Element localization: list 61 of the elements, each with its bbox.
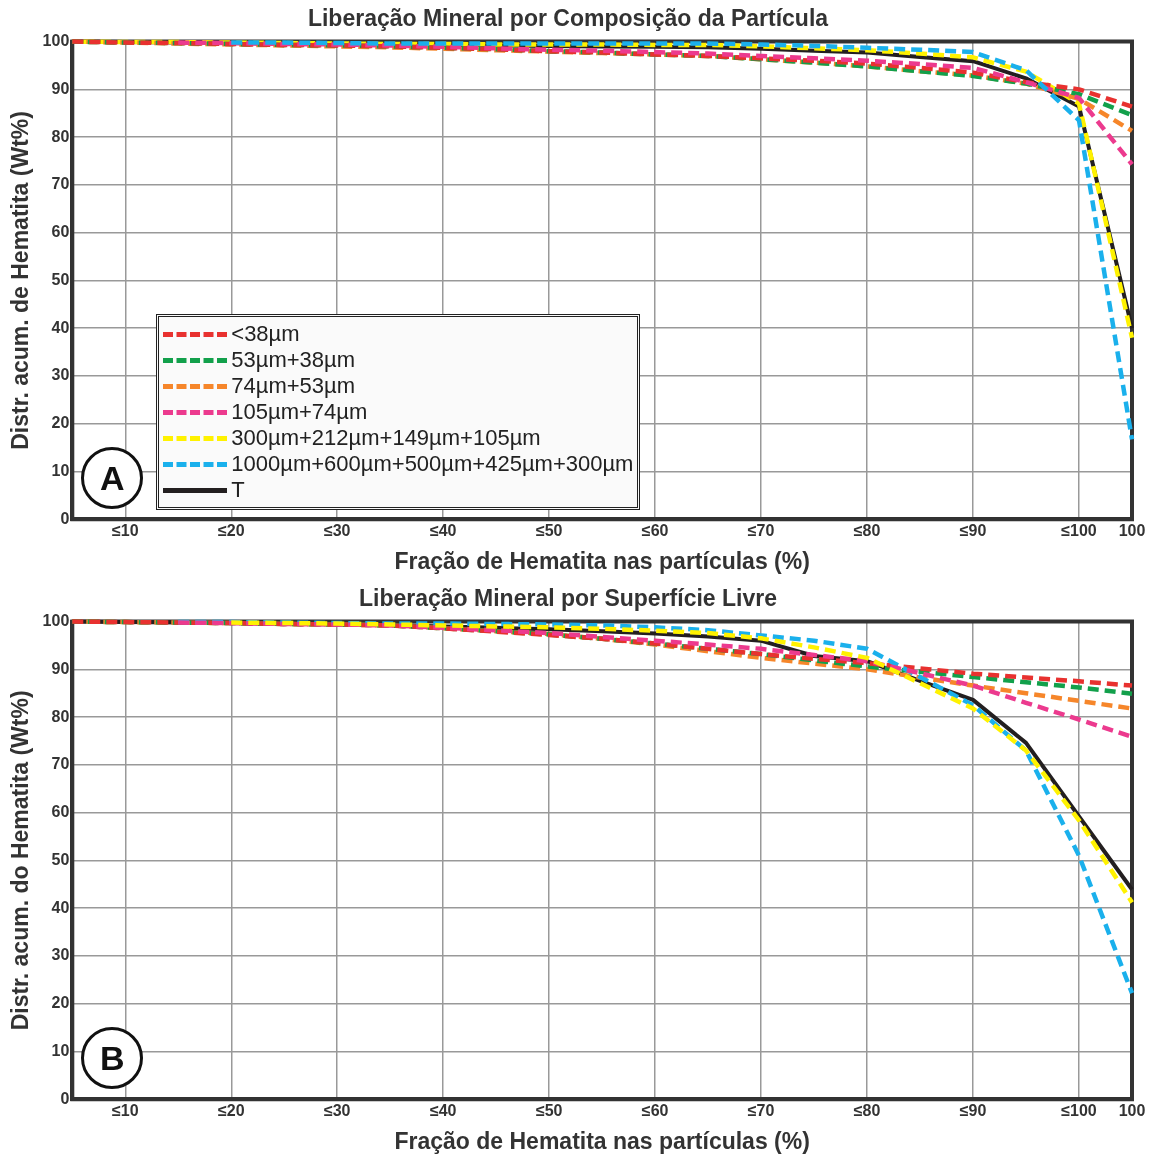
y-tick-label: 100 [42, 32, 70, 50]
legend-label: 74µm+53µm [231, 373, 356, 400]
x-tick-label: ≤40 [429, 522, 457, 540]
circled-letter: B [81, 1027, 144, 1090]
y-tick-label: 0 [60, 1089, 70, 1107]
y-tick-label: 30 [51, 946, 70, 964]
y-tick-label: 70 [51, 175, 70, 193]
y-tick-label: 20 [51, 994, 70, 1012]
y-tick-label: 70 [51, 755, 70, 773]
y-tick-label: 50 [51, 270, 70, 288]
legend-label: 1000µm+600µm+500µm+425µm+300µm [231, 451, 634, 478]
y-tick-label: 90 [51, 79, 70, 97]
legend-label: 105µm+74µm [231, 399, 368, 426]
y-tick-label: 60 [51, 223, 70, 241]
y-tick-label: 30 [51, 366, 70, 384]
x-tick-label: ≤20 [217, 1102, 245, 1120]
y-tick-label: 80 [51, 127, 70, 145]
x-tick-label: ≤100 [1061, 522, 1097, 540]
x-tick-label: 100 [1118, 1102, 1146, 1120]
x-tick-label: ≤60 [641, 1102, 669, 1120]
y-tick-label: 60 [51, 803, 70, 821]
x-axis-title: Fração de Hematita nas partículas (%) [394, 547, 810, 574]
legend-label: 300µm+212µm+149µm+105µm [231, 425, 541, 452]
x-tick-label: ≤80 [853, 522, 881, 540]
y-tick-label: 40 [51, 898, 70, 916]
y-tick-label: 10 [51, 461, 70, 479]
x-tick-label: ≤20 [217, 522, 245, 540]
x-tick-label: 100 [1118, 522, 1146, 540]
x-tick-label: ≤80 [853, 1102, 881, 1120]
x-tick-label: ≤30 [323, 522, 351, 540]
y-tick-label: 50 [51, 850, 70, 868]
x-tick-label: ≤40 [429, 1102, 457, 1120]
circled-letter: A [81, 447, 144, 510]
y-tick-label: 10 [51, 1041, 70, 1059]
y-axis-title: Distr. acum. de Hematita (Wt%) [7, 111, 34, 450]
x-tick-label: ≤90 [959, 522, 987, 540]
y-tick-label: 0 [60, 509, 70, 527]
y-tick-label: 80 [51, 707, 70, 725]
x-tick-label: ≤60 [641, 522, 669, 540]
line-series [176, 40, 1135, 167]
x-tick-label: ≤100 [1061, 1102, 1097, 1120]
chart-title: Liberação Mineral por Superfície Livre [359, 585, 777, 612]
x-tick-label: ≤30 [323, 1102, 351, 1120]
y-tick-label: 40 [51, 318, 70, 336]
legend-label: T [231, 477, 245, 504]
x-tick-label: ≤10 [111, 522, 139, 540]
line-series [229, 620, 1135, 905]
y-tick-label: 100 [42, 612, 70, 630]
x-axis-title: Fração de Hematita nas partículas (%) [394, 1127, 810, 1154]
x-tick-label: ≤70 [747, 1102, 775, 1120]
legend-label: <38µm [231, 321, 300, 348]
chart-title: Liberação Mineral por Composição da Partícula [307, 5, 829, 32]
x-tick-label: ≤70 [747, 522, 775, 540]
y-axis-title: Distr. acum. do Hematita (Wt%) [7, 690, 34, 1031]
legend-label: 53µm+38µm [231, 347, 356, 374]
y-tick-label: 90 [51, 659, 70, 677]
x-tick-label: ≤50 [535, 522, 563, 540]
x-tick-label: ≤90 [959, 1102, 987, 1120]
y-tick-label: 20 [51, 414, 70, 432]
x-tick-label: ≤50 [535, 1102, 563, 1120]
x-tick-label: ≤10 [111, 1102, 139, 1120]
